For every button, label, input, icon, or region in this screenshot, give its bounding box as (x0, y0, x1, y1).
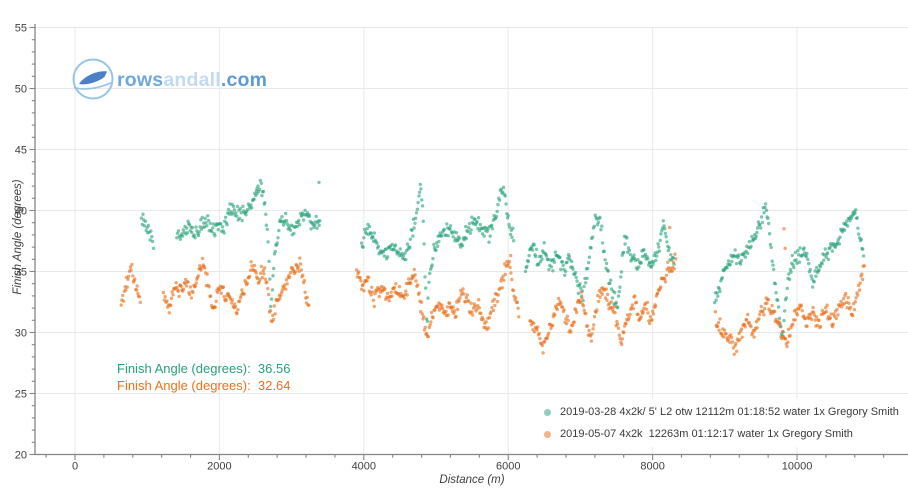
y-gridlines (35, 27, 908, 394)
y-tick-labels: 20 25 30 35 40 45 50 55 (15, 22, 27, 461)
x-tick-label: 4000 (352, 461, 376, 473)
x-tick-label: 0 (72, 461, 78, 473)
y-tick-label: 40 (15, 205, 27, 217)
x-ticks (45, 454, 885, 460)
legend-marker-icon (544, 408, 551, 416)
x-tick-label: 10000 (782, 461, 813, 473)
legend: 2019-03-28 4x2k/ 5' L2 otw 12112m 01:18:… (538, 399, 904, 447)
finish-angle-annotation-series1: Finish Angle (degrees): 36.56 (117, 361, 291, 376)
legend-marker-icon (544, 430, 551, 438)
y-axis-title: Finish Angle (degrees) (12, 179, 24, 295)
y-tick-label: 50 (15, 83, 27, 95)
x-gridlines (74, 27, 798, 455)
legend-label-series2: 2019-05-07 4x2k 12263m 01:12:17 water 1x… (560, 428, 853, 440)
y-tick-label: 30 (15, 327, 27, 339)
x-tick-labels: 0 2000 4000 6000 8000 10000 (72, 461, 812, 473)
boat-icon (72, 58, 114, 100)
legend-label-series1: 2019-03-28 4x2k/ 5' L2 otw 12112m 01:18:… (560, 406, 899, 418)
y-tick-label: 45 (15, 144, 27, 156)
y-tick-label: 20 (15, 449, 27, 461)
y-tick-label: 55 (15, 22, 27, 34)
finish-angle-annotation-series2: Finish Angle (degrees): 32.64 (117, 378, 291, 393)
logo-text: rowsandall.com (117, 69, 267, 92)
series-1-points[interactable] (139, 178, 866, 338)
rowsandall-logo[interactable]: rowsandall.com (70, 57, 267, 103)
y-tick-label: 25 (15, 388, 27, 400)
legend-item-series2[interactable]: 2019-05-07 4x2k 12263m 01:12:17 water 1x… (544, 423, 898, 445)
logo-text-rows: rows (117, 68, 164, 91)
logo-text-andall: andall (163, 68, 221, 91)
series-2-points[interactable] (119, 225, 867, 356)
x-axis-title: Distance (m) (439, 474, 505, 486)
logo-text-com: .com (220, 68, 268, 91)
x-tick-label: 8000 (640, 461, 664, 473)
y-ticks (29, 26, 35, 456)
legend-item-series1[interactable]: 2019-03-28 4x2k/ 5' L2 otw 12112m 01:18:… (544, 401, 899, 423)
x-tick-label: 2000 (207, 461, 231, 473)
y-tick-label: 35 (15, 266, 27, 278)
x-tick-label: 6000 (496, 461, 520, 473)
